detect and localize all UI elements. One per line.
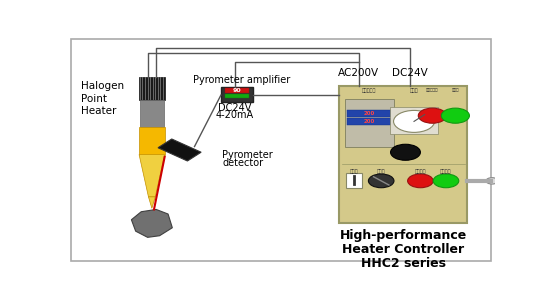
Bar [390,107,438,134]
Bar [140,100,164,127]
Polygon shape [131,209,172,237]
Bar [346,173,362,188]
Circle shape [418,108,447,123]
Text: Point: Point [81,94,107,104]
Text: Heater: Heater [81,106,116,116]
Bar [221,87,253,102]
Bar [225,94,249,98]
Text: Pyrometer: Pyrometer [222,150,273,159]
FancyBboxPatch shape [71,39,491,261]
Text: DC24V: DC24V [392,68,428,78]
Circle shape [390,144,420,160]
Circle shape [433,174,459,188]
Text: 動作確認: 動作確認 [415,168,426,173]
Circle shape [441,108,470,123]
Circle shape [394,110,435,132]
Text: High-performance: High-performance [340,229,467,242]
Text: HHC2 series: HHC2 series [361,257,446,270]
Bar [344,99,394,146]
Text: AC200V: AC200V [338,68,379,78]
Polygon shape [139,154,164,197]
Text: 200: 200 [364,111,375,116]
Bar [139,127,164,154]
Text: 振動計: 振動計 [410,88,419,93]
Text: 切断・開始: 切断・開始 [426,89,438,93]
Circle shape [486,178,498,184]
Bar [225,88,249,93]
Text: detector: detector [222,158,263,168]
Bar [139,77,164,100]
Polygon shape [158,139,201,161]
Circle shape [408,174,433,188]
Text: Heater Controller: Heater Controller [342,243,464,256]
Bar [346,118,392,125]
Text: DC24V: DC24V [218,103,252,113]
Text: Halogen: Halogen [81,81,124,91]
Polygon shape [148,197,155,208]
Text: 電源投入: 電源投入 [440,168,452,173]
Text: 90: 90 [233,88,241,93]
Bar [346,110,392,117]
Text: 4-20mA: 4-20mA [216,110,254,119]
Text: 工事用: 工事用 [350,168,358,173]
Bar [339,86,468,223]
Text: Pyrometer amplifier: Pyrometer amplifier [192,75,290,85]
Text: 200: 200 [364,119,375,124]
Text: 温度制御器: 温度制御器 [362,88,376,93]
Text: 加速計: 加速計 [377,168,386,173]
Text: 出力小: 出力小 [452,89,459,93]
Circle shape [368,174,394,188]
